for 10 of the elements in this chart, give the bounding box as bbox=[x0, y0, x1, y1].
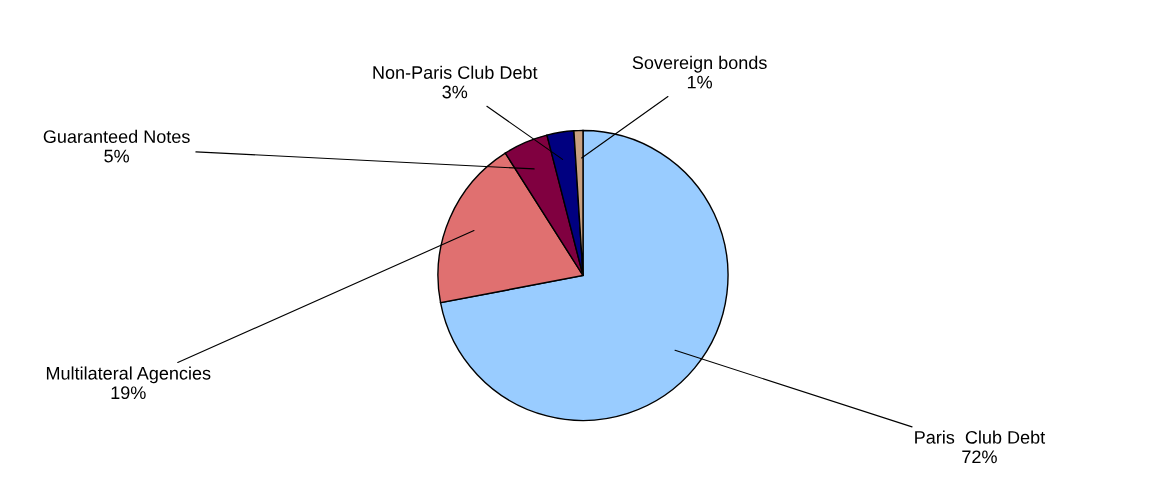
slice-label: Guaranteed Notes bbox=[43, 129, 190, 144]
data-label: 5% bbox=[104, 149, 130, 163]
slice-label: Multilateral Agencies bbox=[46, 366, 211, 384]
data-label: 19% bbox=[111, 386, 146, 400]
data-label: 3% bbox=[442, 85, 468, 99]
data-label: 72% bbox=[962, 450, 997, 464]
slice-label: Sovereign bonds bbox=[632, 55, 767, 73]
slice-label: Paris Club Debt bbox=[915, 430, 1046, 444]
slice-label: Non-Paris Club Debt bbox=[373, 65, 538, 79]
data-label: 1% bbox=[687, 75, 713, 89]
